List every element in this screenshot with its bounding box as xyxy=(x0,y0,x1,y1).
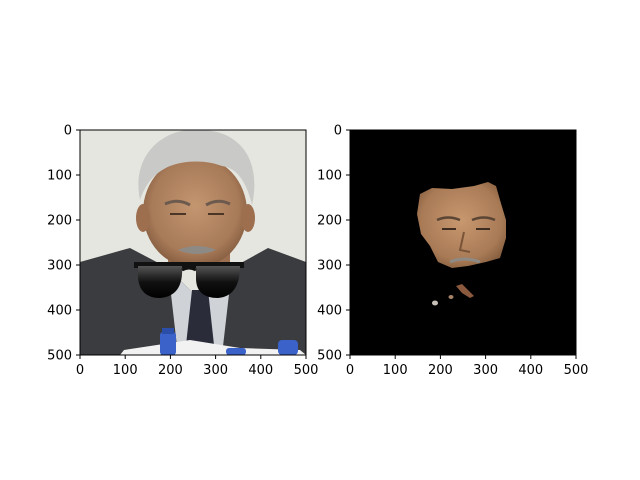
left-xtick-label: 500 xyxy=(294,363,319,378)
left-xtick-label: 400 xyxy=(248,363,273,378)
right-xtick-label: 300 xyxy=(473,363,498,378)
mask-fragment xyxy=(432,300,438,306)
right-axis-ticks: 0 100 200 300 400 500 0 100 200 300 400 500 xyxy=(317,124,588,379)
right-ytick-label: 0 xyxy=(334,124,342,139)
left-xtick-label: 200 xyxy=(158,363,183,378)
left-xtick-label: 100 xyxy=(113,363,138,378)
right-ytick-label: 500 xyxy=(317,349,342,364)
masked-face-region xyxy=(417,182,506,268)
sunglasses-overlay xyxy=(134,262,244,298)
left-axes-frame xyxy=(79,129,307,356)
left-ytick-label: 400 xyxy=(47,304,72,319)
left-ytick-label: 500 xyxy=(47,349,72,364)
right-xtick-label: 200 xyxy=(428,363,453,378)
right-xtick-label: 0 xyxy=(346,363,354,378)
right-xtick-label: 500 xyxy=(564,363,589,378)
right-ytick-label: 200 xyxy=(317,214,342,229)
right-xtick-label: 400 xyxy=(518,363,543,378)
left-xtick-label: 300 xyxy=(203,363,228,378)
right-mask-image xyxy=(350,130,576,355)
left-ytick-label: 0 xyxy=(64,124,72,139)
left-xtick-label: 0 xyxy=(76,363,84,378)
left-photo-image xyxy=(80,130,306,355)
right-ytick-label: 400 xyxy=(317,304,342,319)
mask-fragment xyxy=(456,284,474,298)
left-axis-ticks: 0 100 200 300 400 500 0 100 200 300 400 500 xyxy=(47,124,318,379)
right-xtick-label: 100 xyxy=(383,363,408,378)
left-ytick-label: 100 xyxy=(47,169,72,184)
right-ytick-label: 100 xyxy=(317,169,342,184)
right-ytick-label: 300 xyxy=(317,259,342,274)
mask-fragment xyxy=(448,295,454,299)
left-ytick-label: 200 xyxy=(47,214,72,229)
right-axes-frame xyxy=(349,129,577,356)
left-ytick-label: 300 xyxy=(47,259,72,274)
